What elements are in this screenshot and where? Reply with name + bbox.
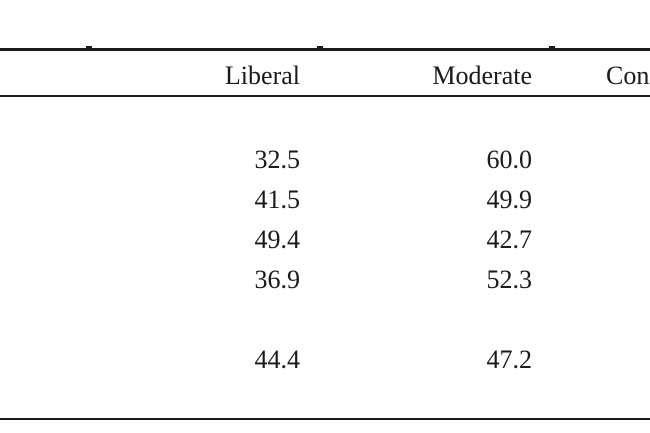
top-rule (0, 48, 650, 51)
cell-moderate: 52.3 (486, 265, 533, 294)
cell-moderate: 60.0 (486, 145, 533, 174)
cell-liberal: 44.4 (254, 345, 301, 374)
header-moderate: Moderate (432, 61, 532, 90)
header-liberal: Liberal (224, 61, 300, 90)
cell-liberal: 41.5 (254, 185, 301, 214)
cell-liberal: 49.4 (254, 225, 301, 254)
cell-liberal: 36.9 (254, 265, 301, 294)
cell-moderate: 42.7 (486, 225, 533, 254)
cell-moderate: 47.2 (486, 345, 533, 374)
top-rule-tick (549, 46, 555, 49)
top-rule-tick (86, 46, 92, 49)
header-conservative: Con (606, 61, 650, 90)
header-rule (0, 95, 650, 97)
top-rule-tick (317, 46, 323, 49)
cell-moderate: 49.9 (486, 185, 533, 214)
bottom-rule (0, 418, 650, 420)
cell-liberal: 32.5 (254, 145, 301, 174)
